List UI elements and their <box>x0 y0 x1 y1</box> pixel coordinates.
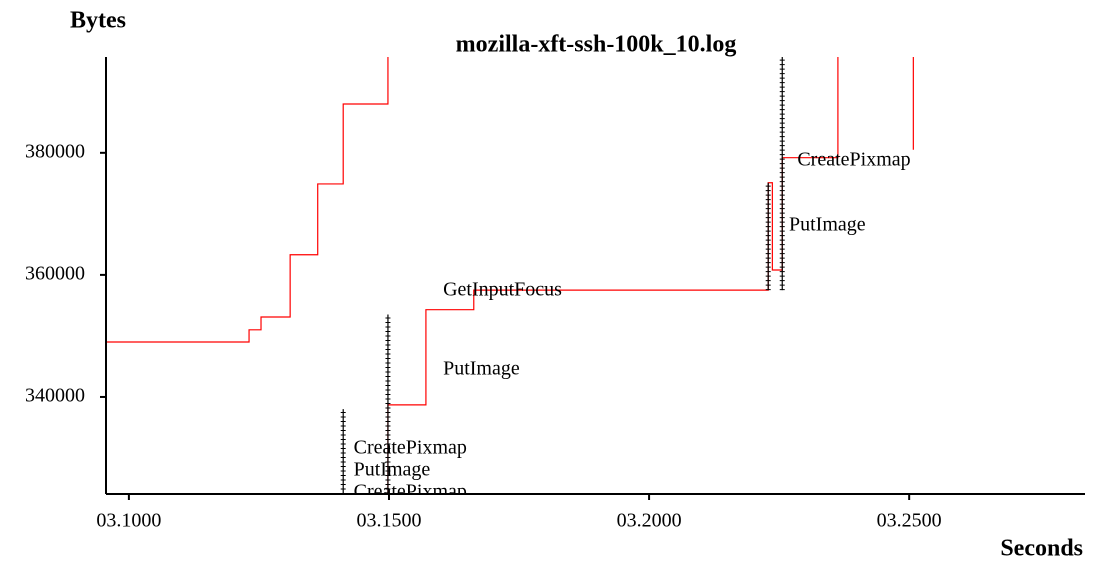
annotation: CreatePixmap <box>797 148 910 170</box>
annotation: CreatePixmap <box>354 480 467 502</box>
x-tick-label: 03.2500 <box>877 510 942 532</box>
annotation: CreatePixmap <box>354 436 467 458</box>
x-tick-label: 03.2000 <box>617 510 682 532</box>
x-tick-label: 03.1500 <box>356 510 421 532</box>
y-tick-label: 340000 <box>25 385 85 407</box>
y-axis-label: Bytes <box>70 8 126 34</box>
annotation: GetInputFocus <box>443 278 562 300</box>
annotation: PutImage <box>443 358 520 380</box>
series-line <box>106 57 914 494</box>
y-tick-label: 360000 <box>25 262 85 284</box>
x-axis-label: Seconds <box>1000 536 1083 562</box>
series-line <box>342 57 783 494</box>
x-tick-label: 03.1000 <box>96 510 161 532</box>
annotation: PutImage <box>354 458 431 480</box>
series-ticks <box>340 57 785 494</box>
y-tick-label: 380000 <box>25 140 85 162</box>
chart-title: mozilla-xft-ssh-100k_10.log <box>456 32 737 58</box>
plot-area: CreatePixmapPutImageCreatePixmapGetInput… <box>106 57 914 502</box>
annotation: PutImage <box>789 214 866 236</box>
